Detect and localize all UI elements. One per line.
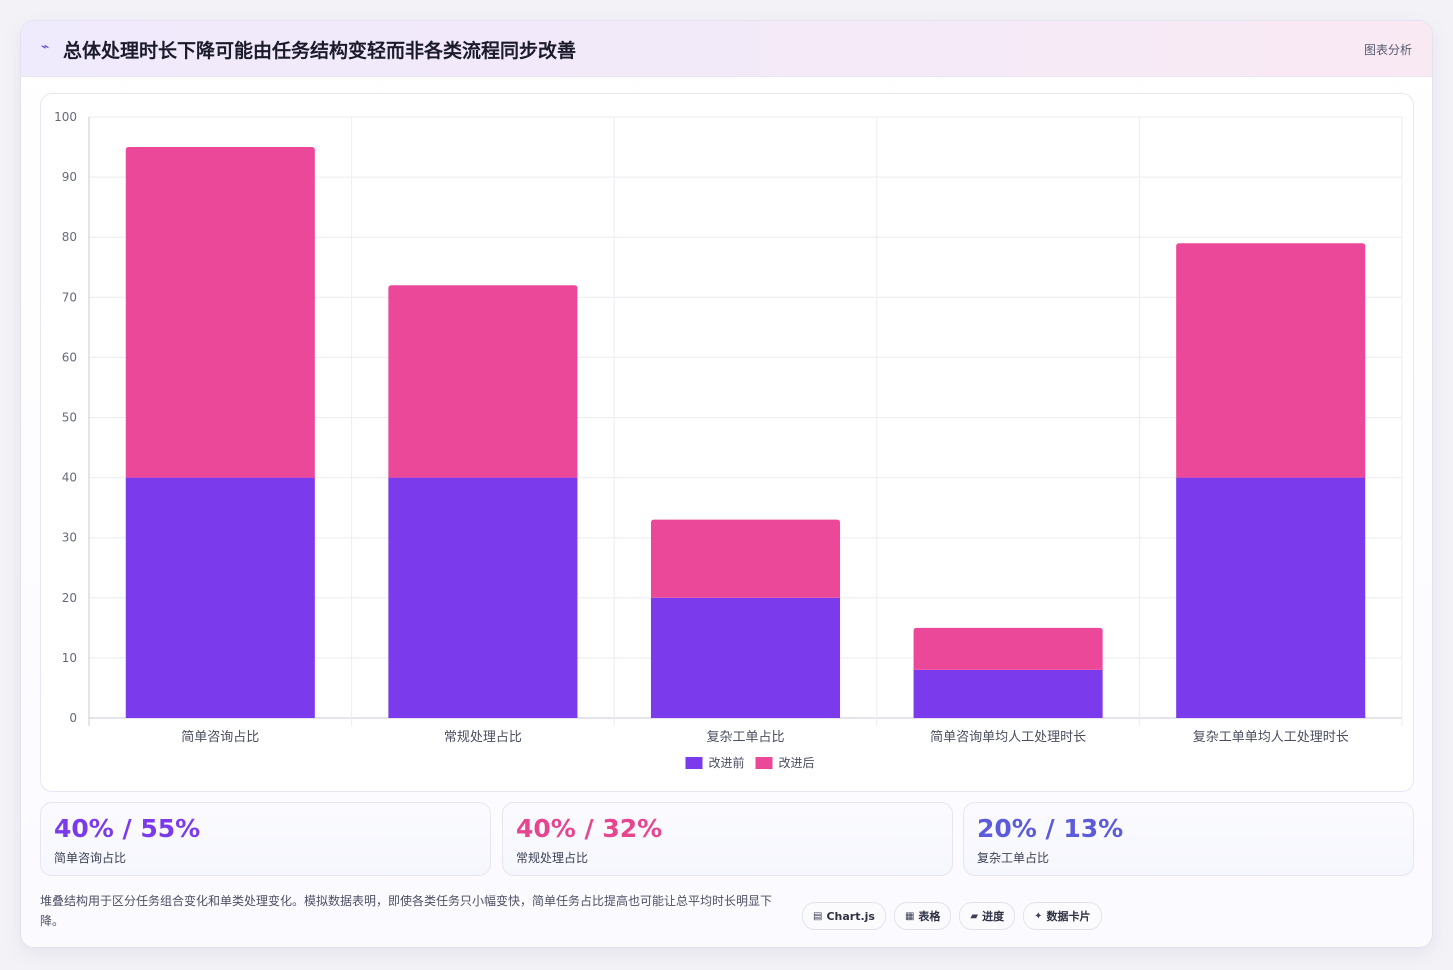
bar-segment-before [913, 669, 1103, 718]
pill-label: Chart.js [826, 909, 875, 923]
y-tick-label: 100 [54, 110, 77, 124]
pill-table[interactable]: ▦ 表格 [893, 902, 952, 930]
bar-segment-before [388, 477, 578, 718]
stat-value: 40% / 32% [516, 814, 663, 843]
legend-swatch [685, 757, 703, 769]
y-tick-label: 0 [69, 711, 77, 725]
chart-analysis-label: 图表分析 [1363, 43, 1412, 57]
y-tick-label: 40 [62, 471, 77, 485]
stat-value: 20% / 13% [977, 814, 1124, 843]
pill-chartjs[interactable]: ▤ Chart.js [802, 902, 886, 930]
stat-card-simple: 40% / 55% 简单咨询占比 [40, 802, 491, 876]
stat-card-complex: 20% / 13% 复杂工单占比 [963, 802, 1414, 876]
x-category-label: 复杂工单占比 [706, 730, 784, 745]
pill-progress[interactable]: ▰ 进度 [959, 902, 1016, 930]
legend-swatch [755, 757, 773, 769]
stat-label: 复杂工单占比 [977, 851, 1050, 865]
trend-down-icon: ⌁ [41, 39, 50, 55]
stat-label: 简单咨询占比 [54, 851, 127, 865]
stat-value: 40% / 55% [54, 814, 201, 843]
chart-area: 0 10 20 30 40 50 60 70 80 90 100 简单咨询占比 常规处理占比 复杂工单占比… [40, 93, 1414, 792]
y-tick-label: 10 [62, 651, 77, 665]
y-tick-label: 50 [62, 411, 77, 425]
y-tick-label: 30 [62, 531, 77, 545]
stat-card-regular: 40% / 32% 常规处理占比 [502, 802, 953, 876]
bar-segment-before [125, 477, 315, 718]
chart-title: 总体处理时长下降可能由任务结构变轻而非各类流程同步改善 [63, 40, 577, 62]
stat-label: 常规处理占比 [516, 851, 589, 865]
y-tick-label: 80 [62, 230, 77, 244]
stacked-bar-chart: 0 10 20 30 40 50 60 70 80 90 100 简单咨询占比 常规处理占比 复杂工单占比… [54, 110, 1403, 770]
bar-segment-after [388, 285, 578, 478]
pill-label: 进度 [982, 910, 1005, 923]
y-tick-label: 70 [62, 290, 77, 304]
pill-label: 表格 [918, 910, 941, 923]
footer-note: 堆叠结构用于区分任务组合变化和单类处理变化。模拟数据表明，即使各类任务只小幅变快… [40, 894, 773, 928]
bar-segment-after [650, 519, 841, 598]
legend-label: 改进前 [709, 755, 745, 770]
y-tick-label: 90 [62, 170, 77, 184]
tag-pills: ▤ Chart.js ▦ 表格 ▰ 进度 ✦ 数据卡片 [802, 902, 1102, 930]
y-tick-label: 20 [62, 591, 77, 605]
x-category-label: 复杂工单单均人工处理时长 [1193, 730, 1349, 745]
bar-segment-before [1176, 477, 1366, 718]
x-category-label: 简单咨询占比 [181, 729, 259, 745]
progress-icon: ▰ [970, 910, 979, 922]
bar-segment-after [913, 627, 1103, 670]
x-category-label: 常规处理占比 [444, 730, 522, 745]
legend-label: 改进后 [779, 756, 815, 770]
table-icon: ▦ [904, 910, 915, 922]
chart-icon: ▤ [813, 910, 823, 922]
y-tick-label: 60 [62, 350, 77, 364]
x-category-label: 简单咨询单均人工处理时长 [930, 729, 1086, 745]
chart-card: ⌁ 总体处理时长下降可能由任务结构变轻而非各类流程同步改善 图表分析 0 10 20… [20, 20, 1433, 948]
pill-data-card[interactable]: ✦ 数据卡片 [1023, 902, 1102, 930]
sparkle-icon: ✦ [1034, 910, 1043, 922]
pill-label: 数据卡片 [1046, 910, 1091, 923]
bar-segment-before [650, 597, 841, 718]
card-header: ⌁ 总体处理时长下降可能由任务结构变轻而非各类流程同步改善 图表分析 [21, 21, 1432, 77]
bar-segment-after [125, 147, 315, 478]
bar-segment-after [1176, 243, 1366, 478]
